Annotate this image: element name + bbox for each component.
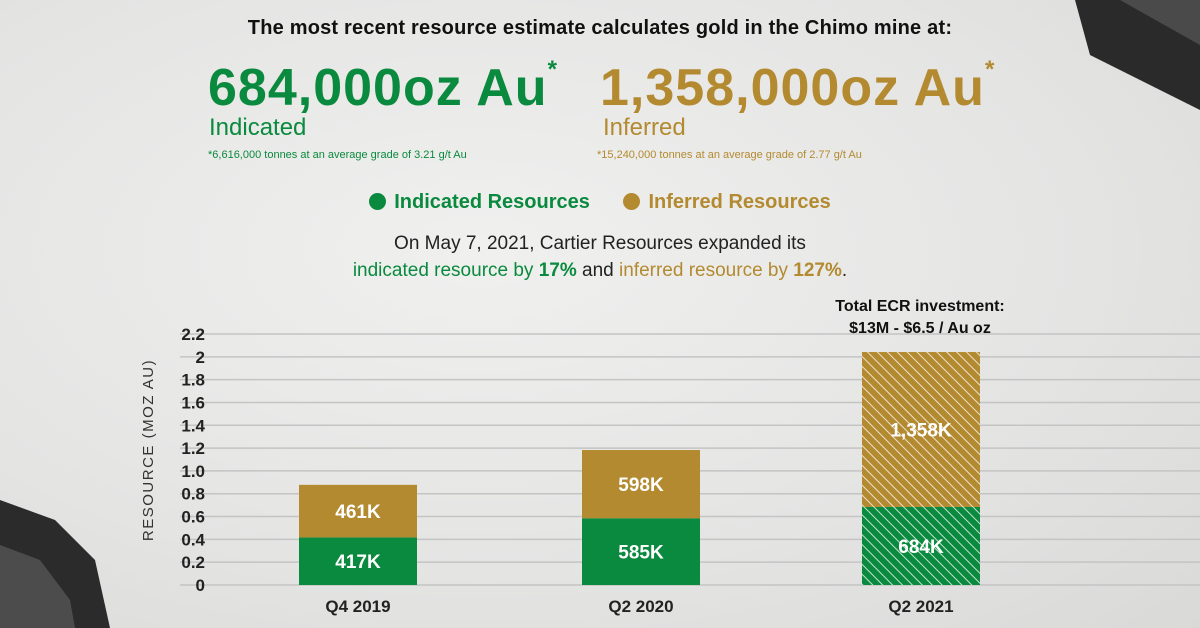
y-tick-label: 1.2 bbox=[181, 439, 205, 458]
y-tick-label: 2 bbox=[196, 348, 205, 367]
y-tick-label: 1.4 bbox=[181, 416, 205, 435]
x-tick-label: Q2 2020 bbox=[608, 597, 673, 616]
inferred-amount: 1,358,000oz Au* bbox=[600, 56, 996, 117]
data-label: 598K bbox=[618, 475, 664, 496]
y-axis-label: RESOURCE (MOZ AU) bbox=[140, 359, 157, 541]
summary-paragraph: On May 7, 2021, Cartier Resources expand… bbox=[0, 230, 1200, 284]
y-tick-label: 0 bbox=[196, 576, 205, 595]
inferred-footnote: *15,240,000 tonnes at an average grade o… bbox=[597, 149, 862, 161]
green-dot-icon bbox=[369, 193, 387, 210]
bar-indicated bbox=[299, 537, 417, 585]
y-tick-label: 0.2 bbox=[181, 553, 205, 572]
bar-hatch bbox=[862, 352, 980, 507]
y-tick-label: 1.0 bbox=[181, 462, 205, 481]
dark-rock-top-right bbox=[1075, 0, 1200, 110]
page-title: The most recent resource estimate calcul… bbox=[247, 17, 953, 39]
summary-line-1: On May 7, 2021, Cartier Resources expand… bbox=[394, 233, 806, 254]
data-label: 417K bbox=[335, 552, 381, 573]
dark-rock-bottom-left-2 bbox=[0, 545, 75, 628]
x-tick-label: Q4 2019 bbox=[325, 597, 390, 616]
inferred-label: Inferred bbox=[603, 114, 686, 141]
x-tick-label: Q2 2021 bbox=[888, 597, 953, 616]
y-tick-label: 2.2 bbox=[181, 325, 205, 344]
indicated-footnote: *6,616,000 tonnes at an average grade of… bbox=[208, 149, 467, 161]
bar-hatch bbox=[862, 506, 980, 585]
data-label: 684K bbox=[898, 537, 944, 558]
data-label: 1,358K bbox=[890, 420, 952, 441]
bar-inferred bbox=[299, 484, 417, 538]
y-tick-label: 0.6 bbox=[181, 508, 205, 527]
indicated-label: Indicated bbox=[209, 114, 307, 141]
gold-dot-icon bbox=[623, 193, 641, 210]
bar-indicated bbox=[582, 518, 700, 585]
indicated-amount: 684,000oz Au* bbox=[208, 56, 558, 117]
investment-annotation: Total ECR investment: $13M - $6.5 / Au o… bbox=[835, 298, 1005, 337]
y-tick-label: 0.8 bbox=[181, 485, 205, 504]
summary-line-2: indicated resource by 17% and inferred r… bbox=[352, 260, 848, 281]
bar-inferred bbox=[582, 450, 700, 519]
y-tick-label: 1.6 bbox=[181, 393, 205, 412]
legend-item-inferred: Inferred Resources bbox=[623, 191, 831, 213]
legend: Indicated Resources Inferred Resources bbox=[0, 190, 1200, 214]
y-tick-label: 1.8 bbox=[181, 371, 205, 390]
y-tick-label: 0.4 bbox=[181, 530, 205, 549]
data-label: 585K bbox=[618, 543, 664, 564]
data-label: 461K bbox=[335, 502, 381, 523]
legend-item-indicated: Indicated Resources bbox=[369, 191, 590, 213]
dark-rock-top-right-2 bbox=[1120, 0, 1200, 45]
